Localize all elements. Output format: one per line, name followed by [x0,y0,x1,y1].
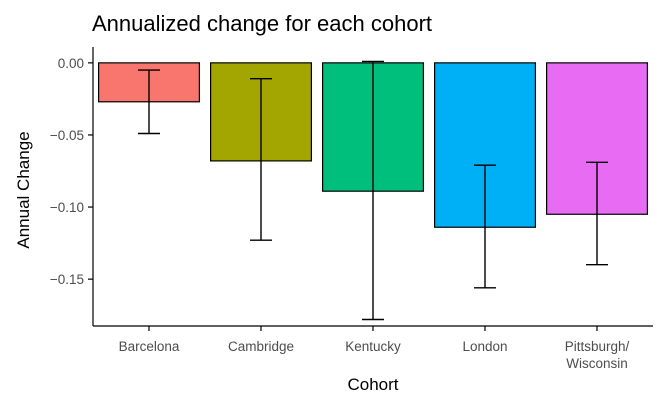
y-axis-title: Annual Change [14,131,33,248]
x-tick-label: Cambridge [228,339,294,354]
plot-area: 0.00 −0.05 −0.10 −0.15 Barcelona Cambridge Ken… [50,47,653,371]
x-axis-title: Cohort [347,375,398,394]
x-tick-label: Barcelona [119,339,180,354]
y-tick-label: 0.00 [58,56,84,71]
y-tick-label: −0.15 [50,272,84,287]
x-tick-label: London [462,339,507,354]
chart-title: Annualized change for each cohort [92,11,432,36]
x-tick-label: Kentucky [345,339,401,354]
x-tick-label: Pittsburgh/Wisconsin [565,339,630,371]
y-tick-label: −0.10 [50,200,84,215]
y-tick-label: −0.05 [50,128,84,143]
